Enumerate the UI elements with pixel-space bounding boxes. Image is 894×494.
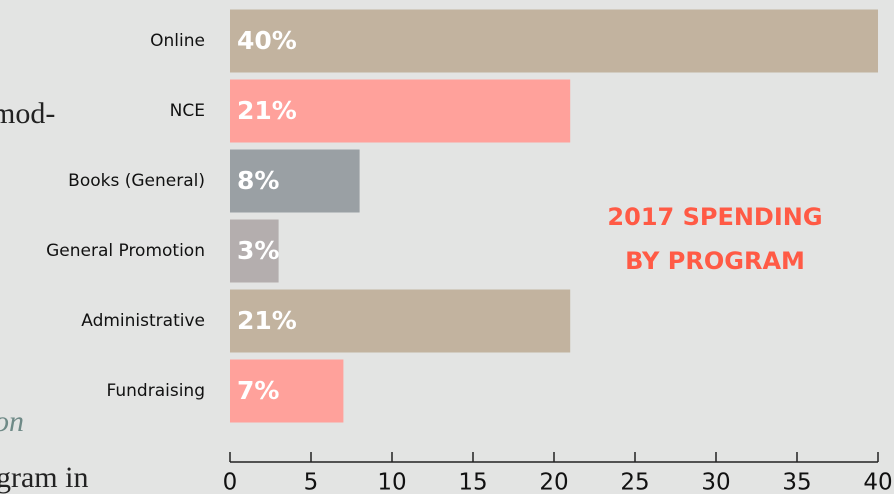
x-tick-label: 5 (304, 470, 319, 494)
value-label: 21% (237, 96, 297, 125)
bar (230, 9, 878, 73)
bar (230, 289, 571, 353)
background-text: gram in (0, 461, 88, 494)
x-tick-label: 0 (223, 470, 238, 494)
bar (230, 219, 279, 283)
value-label: 7% (237, 376, 279, 405)
x-tick-label: 10 (377, 470, 406, 494)
y-tick-label: Administrative (81, 311, 205, 331)
value-label: 3% (237, 236, 279, 265)
y-tick-label: General Promotion (46, 241, 205, 261)
x-tick-label: 35 (782, 470, 811, 494)
y-tick-label: NCE (170, 101, 205, 121)
bar (230, 149, 360, 213)
bar (230, 79, 571, 143)
x-tick-label: 25 (620, 470, 649, 494)
y-tick-label: Online (150, 31, 205, 51)
value-label: 40% (237, 26, 297, 55)
value-label: 8% (237, 166, 279, 195)
x-tick-label: 30 (701, 470, 730, 494)
y-tick-label: Fundraising (107, 381, 205, 401)
x-tick-label: 15 (458, 470, 487, 494)
x-tick-label: 40 (863, 470, 892, 494)
background-text: mod- (0, 97, 55, 130)
chart-title: 2017 SPENDING BY PROGRAM (607, 203, 823, 275)
background-text: on (0, 405, 24, 438)
x-tick-label: 20 (539, 470, 568, 494)
y-tick-label: Books (General) (68, 171, 205, 191)
bar (230, 359, 344, 423)
value-label: 21% (237, 306, 297, 335)
